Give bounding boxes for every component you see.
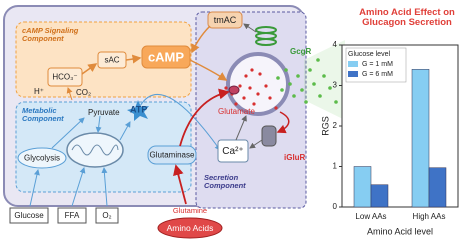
arrow — [101, 167, 108, 207]
ffa-label: FFA — [65, 211, 80, 220]
glucagon-dots — [276, 58, 338, 104]
pyruvate-label: Pyruvate — [88, 108, 120, 117]
arrow — [119, 121, 131, 141]
y-axis-label: RGS — [320, 116, 330, 136]
bar — [370, 184, 389, 208]
x-tick-label: Low AAs — [355, 212, 386, 221]
o2-label: O₂ — [102, 211, 111, 220]
glycolysis-node — [17, 147, 67, 169]
arrow — [66, 87, 73, 101]
o2-box — [95, 207, 119, 224]
x-tick-label: High AAs — [413, 212, 446, 221]
iglur-label: iGluR — [284, 153, 306, 162]
x-axis-label: Amino Acid level — [367, 226, 433, 236]
arrow — [235, 115, 247, 141]
glutamate-label: Glutamate — [218, 107, 255, 116]
iglur-receptor — [261, 125, 277, 147]
arrow — [125, 54, 142, 64]
sac-label: sAC — [104, 56, 119, 65]
glutaminase-box — [147, 145, 197, 165]
co2-label: CO₂ — [76, 88, 91, 97]
atp-label: ATP — [130, 104, 147, 114]
arrow — [139, 93, 221, 151]
arrow — [276, 111, 290, 134]
arrow — [81, 63, 98, 75]
arrow — [243, 23, 257, 33]
glutamine-label: Glutamine — [173, 206, 207, 215]
legend-label: G = 6 mM — [362, 71, 393, 78]
y-tick-label: 1 — [333, 162, 338, 171]
gcgr-label: GcgR — [290, 47, 312, 56]
arrow — [189, 59, 228, 81]
tmac-box — [207, 11, 243, 29]
hco3-label: HCO₃⁻ — [52, 73, 77, 82]
bar — [428, 167, 447, 208]
y-tick-label: 2 — [333, 121, 338, 130]
arrow — [95, 115, 102, 133]
legend-title: Glucose level — [348, 51, 390, 58]
camp-box-node — [141, 45, 191, 69]
zoom-wedge — [304, 40, 345, 120]
arrow — [249, 139, 263, 149]
h-label: H⁺ — [34, 87, 44, 96]
arrow — [179, 88, 230, 147]
y-tick-label: 4 — [333, 40, 338, 49]
glucose-box — [9, 207, 49, 224]
ca-label: Ca²⁺ — [222, 146, 243, 157]
arrow — [173, 164, 187, 205]
tmac-label: tmAC — [214, 15, 237, 25]
camp-label: cAMP — [148, 49, 184, 64]
cristae — [71, 144, 119, 156]
glycolysis-label: Glycolysis — [24, 154, 60, 163]
ca-box — [217, 139, 249, 163]
camp-component-label: cAMP Signaling Component — [22, 26, 79, 44]
arrow — [71, 167, 86, 207]
hco3-box — [47, 67, 83, 87]
bar-chart: 0 1 2 3 4 RGS Amino Acid level Low AAs High AAs G… — [320, 40, 459, 236]
amino-acids-label: Amino Acids — [167, 223, 214, 233]
chart-title: Amino Acid Effect on Glucagon Secretion — [359, 7, 455, 29]
y-tick-label: 0 — [333, 202, 338, 211]
arrow — [191, 25, 211, 54]
y-tick-label: 3 — [333, 81, 338, 90]
arrow — [51, 117, 85, 149]
atp-burst — [127, 100, 149, 121]
secretion-component-label: Secretion Component — [204, 173, 246, 191]
arrow — [29, 169, 40, 207]
ffa-box — [57, 207, 87, 224]
mitochondrion — [66, 132, 124, 168]
glucose-label: Glucose — [14, 211, 44, 220]
glutaminase-label: Glutaminase — [150, 151, 195, 160]
gcgr-receptor — [255, 26, 277, 46]
bar — [411, 69, 430, 208]
transporter — [228, 85, 240, 95]
legend-label: G = 1 mM — [362, 61, 393, 68]
bar — [353, 166, 372, 208]
metabolic-component-label: Metabolic Component — [22, 106, 64, 124]
amino-acids-node — [157, 217, 223, 239]
legend-swatch — [348, 71, 358, 77]
legend-swatch — [348, 61, 358, 67]
